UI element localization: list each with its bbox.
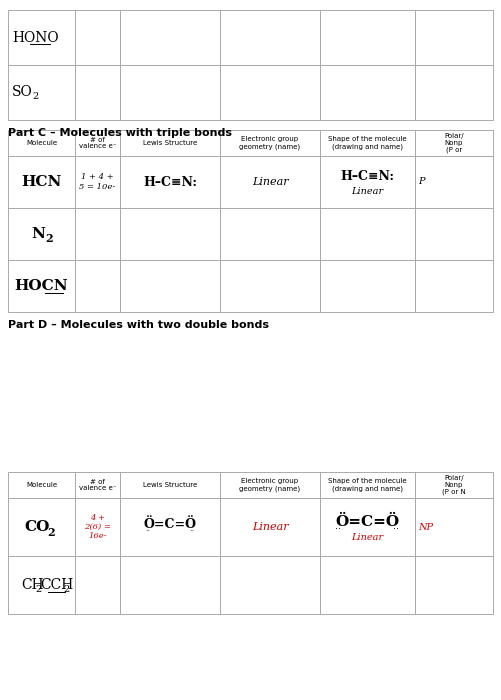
Text: CH: CH (22, 578, 44, 592)
Bar (220, 156, 320, 208)
Text: P: P (418, 178, 424, 186)
Bar (320, 260, 415, 312)
Text: Linear: Linear (351, 186, 384, 195)
Text: Polar/
Nonp
(P or: Polar/ Nonp (P or (444, 133, 464, 153)
Bar (120, 260, 220, 312)
Bar (75, 130, 120, 156)
Bar (415, 472, 493, 498)
Text: HCN: HCN (22, 175, 62, 189)
Text: Electronic group
geometry (name): Electronic group geometry (name) (239, 136, 301, 150)
Text: ··: ·· (189, 528, 194, 536)
Bar (75, 472, 120, 498)
Text: Shape of the molecule
(drawing and name): Shape of the molecule (drawing and name) (328, 478, 407, 491)
Bar (415, 556, 493, 614)
Text: Linear: Linear (252, 522, 288, 532)
Bar (320, 498, 415, 556)
Bar (8, 156, 75, 208)
Bar (320, 208, 415, 260)
Text: 2: 2 (36, 584, 42, 594)
Text: Molecule: Molecule (26, 482, 57, 488)
Bar (415, 260, 493, 312)
Text: 4 +
2(6) =
16e-: 4 + 2(6) = 16e- (84, 514, 111, 540)
Bar (120, 65, 220, 120)
Bar (220, 130, 320, 156)
Bar (120, 498, 220, 556)
Text: ··: ·· (145, 528, 151, 536)
Text: Lewis Structure: Lewis Structure (143, 140, 197, 146)
Bar (415, 65, 493, 120)
Bar (320, 130, 415, 156)
Bar (75, 260, 120, 312)
Bar (8, 130, 75, 156)
Bar (320, 10, 415, 65)
Text: # of
valence e⁻: # of valence e⁻ (79, 136, 116, 150)
Text: HONO: HONO (12, 31, 59, 45)
Bar (8, 260, 75, 312)
Text: N: N (32, 227, 46, 241)
Bar (120, 556, 220, 614)
Text: Part C – Molecules with triple bonds: Part C – Molecules with triple bonds (8, 128, 232, 138)
Bar (8, 65, 75, 120)
Bar (220, 208, 320, 260)
Text: 1 + 4 +
5 = 10e-: 1 + 4 + 5 = 10e- (79, 174, 116, 190)
Bar (120, 472, 220, 498)
Bar (8, 556, 75, 614)
Bar (220, 10, 320, 65)
Bar (220, 260, 320, 312)
Bar (120, 156, 220, 208)
Bar (220, 472, 320, 498)
Text: HOCN: HOCN (15, 279, 68, 293)
Text: Linear: Linear (252, 177, 288, 187)
Text: Lewis Structure: Lewis Structure (143, 482, 197, 488)
Text: CO: CO (25, 520, 50, 534)
Bar (8, 208, 75, 260)
Bar (220, 498, 320, 556)
Bar (415, 208, 493, 260)
Text: NP: NP (418, 522, 433, 531)
Bar (75, 556, 120, 614)
Text: SO: SO (12, 85, 33, 99)
Text: Molecule: Molecule (26, 140, 57, 146)
Text: H–C≡N:: H–C≡N: (341, 171, 394, 183)
Text: 2: 2 (64, 584, 70, 594)
Text: Ö=C=Ö: Ö=C=Ö (143, 519, 196, 531)
Text: Linear: Linear (351, 533, 384, 542)
Bar (320, 65, 415, 120)
Text: ··: ·· (336, 524, 342, 534)
Text: # of
valence e⁻: # of valence e⁻ (79, 479, 116, 491)
Bar (320, 472, 415, 498)
Bar (8, 10, 75, 65)
Text: Part D – Molecules with two double bonds: Part D – Molecules with two double bonds (8, 320, 269, 330)
Bar (120, 208, 220, 260)
Text: ··: ·· (393, 524, 399, 534)
Text: 2: 2 (46, 234, 53, 244)
Bar (75, 498, 120, 556)
Bar (120, 10, 220, 65)
Bar (415, 10, 493, 65)
Bar (75, 208, 120, 260)
Text: Electronic group
geometry (name): Electronic group geometry (name) (239, 478, 301, 491)
Bar (415, 130, 493, 156)
Text: Shape of the molecule
(drawing and name): Shape of the molecule (drawing and name) (328, 136, 407, 150)
Bar (75, 156, 120, 208)
Text: H–C≡N:: H–C≡N: (143, 176, 197, 188)
Bar (75, 10, 120, 65)
Bar (8, 498, 75, 556)
Text: Ö=C=Ö: Ö=C=Ö (336, 515, 400, 529)
Bar (415, 498, 493, 556)
Text: CCH: CCH (41, 578, 74, 592)
Text: Polar/
Nonp
(P or N: Polar/ Nonp (P or N (442, 475, 466, 496)
Text: 2: 2 (48, 526, 55, 538)
Bar (120, 130, 220, 156)
Bar (415, 156, 493, 208)
Bar (8, 472, 75, 498)
Bar (320, 156, 415, 208)
Bar (220, 65, 320, 120)
Bar (320, 556, 415, 614)
Bar (75, 65, 120, 120)
Bar (220, 556, 320, 614)
Text: 2: 2 (32, 92, 38, 101)
